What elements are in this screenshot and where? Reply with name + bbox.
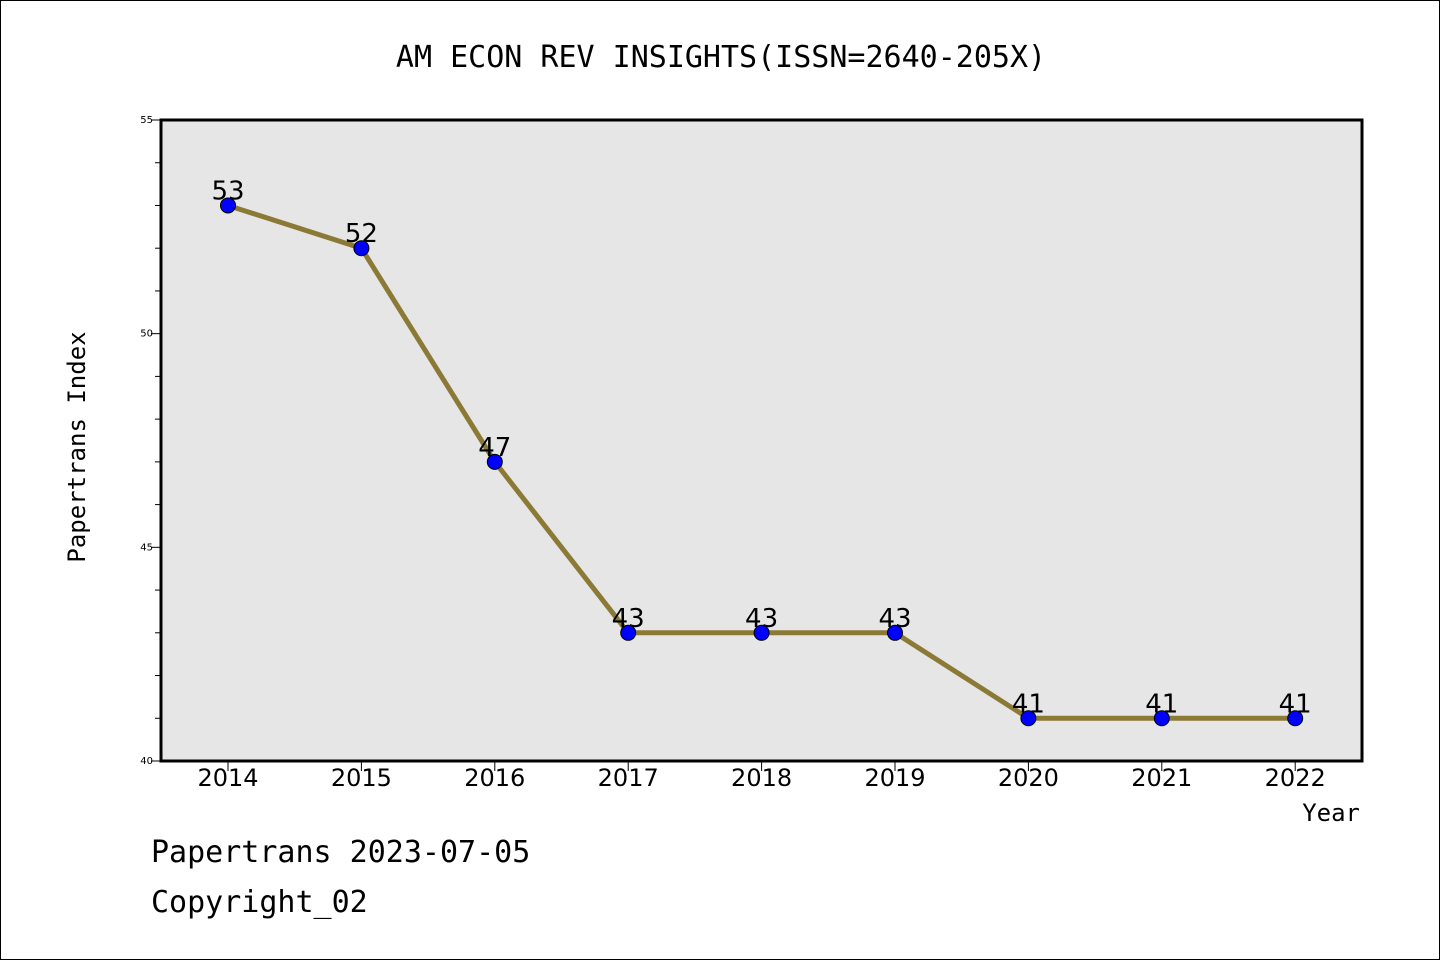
- x-tick-label: 2015: [331, 764, 392, 792]
- x-ticks: [227, 761, 1296, 771]
- x-tick-label: 2021: [1131, 764, 1192, 792]
- plot-border: [159, 118, 1364, 763]
- data-label: 43: [612, 604, 645, 634]
- y-tick-labels: 40 45 50 55: [140, 115, 153, 767]
- data-label: 41: [1279, 689, 1312, 719]
- data-label: 43: [745, 604, 778, 634]
- footer-copyright: Copyright_02: [151, 885, 368, 920]
- y-tick-label: 55: [140, 115, 153, 126]
- data-point: [1287, 710, 1304, 727]
- data-labels: 53 52 47 43 43 43 41 41 41: [211, 176, 1311, 719]
- data-point: [1020, 710, 1037, 727]
- series-points: [220, 197, 1304, 727]
- data-label: 41: [1012, 689, 1045, 719]
- footer-date: Papertrans 2023-07-05: [151, 835, 531, 870]
- y-axis-label: Papertrans Index: [63, 331, 91, 562]
- data-point: [353, 240, 370, 257]
- x-tick-label: 2014: [197, 764, 258, 792]
- data-label: 52: [345, 219, 378, 249]
- x-tick-label: 2016: [464, 764, 525, 792]
- x-tick-label: 2019: [864, 764, 925, 792]
- data-point: [753, 624, 770, 641]
- y-tick-label: 45: [140, 542, 153, 553]
- data-label: 43: [878, 604, 911, 634]
- data-label: 47: [478, 433, 511, 463]
- x-tick-label: 2022: [1265, 764, 1326, 792]
- data-label: 41: [1145, 689, 1178, 719]
- data-point: [887, 624, 903, 641]
- data-point: [486, 453, 503, 470]
- x-tick-label: 2017: [598, 764, 659, 792]
- data-label: 53: [211, 176, 244, 206]
- x-tick-label: 2020: [998, 764, 1059, 792]
- y-tick-label: 50: [140, 329, 153, 340]
- x-tick-label: 2018: [731, 764, 792, 792]
- data-point: [220, 197, 236, 214]
- y-tick-label: 40: [140, 756, 153, 767]
- data-point: [620, 624, 637, 641]
- x-tick-labels: 2014 2015 2016 2017 2018 2019 2020 2021 2022: [197, 764, 1325, 792]
- plot-area: [161, 120, 1362, 761]
- x-axis-label: Year: [1302, 799, 1360, 827]
- data-point: [1153, 710, 1170, 727]
- chart-title: AM ECON REV INSIGHTS(ISSN=2640-205X): [396, 40, 1046, 75]
